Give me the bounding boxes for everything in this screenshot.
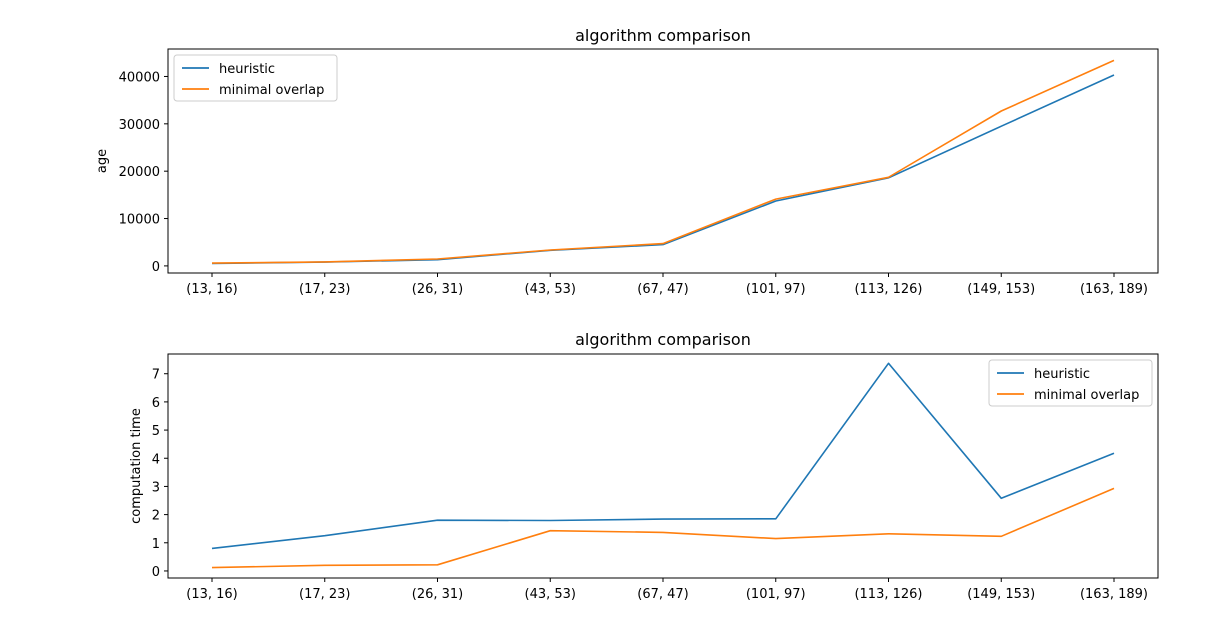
series-line-minimal-overlap <box>211 487 1115 569</box>
y-tick-label: 6 <box>152 396 160 411</box>
x-tick-label: (149, 153) <box>967 587 1035 602</box>
x-tick-label: (43, 53) <box>525 587 577 602</box>
y-tick-label: 3 <box>152 480 160 495</box>
x-tick-label: (163, 189) <box>1080 587 1148 602</box>
x-tick-label: (67, 47) <box>637 587 689 602</box>
axes-frame <box>167 48 1159 274</box>
x-tick-label: (17, 23) <box>299 587 351 602</box>
y-axis-label: computation time <box>129 408 144 524</box>
x-tick-label: (43, 53) <box>525 282 577 297</box>
chart-title: algorithm comparison <box>575 26 751 45</box>
legend-label: heuristic <box>1034 367 1090 382</box>
legend-box <box>173 54 338 102</box>
axes-frame <box>167 353 1159 579</box>
y-axis-label: age <box>95 149 110 173</box>
legend-box <box>988 359 1153 407</box>
legend: heuristic minimal overlap <box>988 359 1153 407</box>
x-tick-label: (26, 31) <box>412 587 464 602</box>
x-tick-label: (163, 189) <box>1080 282 1148 297</box>
x-tick-label: (101, 97) <box>746 587 806 602</box>
y-tick-label: 0 <box>152 565 160 580</box>
x-tick-label: (13, 16) <box>186 587 238 602</box>
legend-label: heuristic <box>219 62 275 77</box>
x-tick-label: (17, 23) <box>299 282 351 297</box>
y-tick-label: 20000 <box>119 165 160 180</box>
y-tick-label: 10000 <box>119 213 160 228</box>
legend-label: minimal overlap <box>219 83 324 98</box>
x-tick-label: (113, 126) <box>854 282 922 297</box>
y-tick-label: 4 <box>152 452 160 467</box>
y-tick-label: 5 <box>152 424 160 439</box>
subplot-1: algorithm comparison age 0 10000 20000 30000 4… <box>95 26 1159 297</box>
legend-label: minimal overlap <box>1034 388 1139 403</box>
x-tick-label: (13, 16) <box>186 282 238 297</box>
x-tick-label: (26, 31) <box>412 282 464 297</box>
y-tick-label: 0 <box>152 260 160 275</box>
series-line-minimal-overlap <box>211 59 1115 264</box>
y-tick-label: 40000 <box>119 70 160 85</box>
y-tick-label: 2 <box>152 509 160 524</box>
legend: heuristic minimal overlap <box>173 54 338 102</box>
subplot-2: algorithm comparison computation time 0 1 2 3… <box>129 330 1159 602</box>
y-tick-label: 1 <box>152 537 160 552</box>
y-tick-label: 30000 <box>119 118 160 133</box>
chart-title: algorithm comparison <box>575 330 751 349</box>
series-line-heuristic <box>211 362 1115 550</box>
x-tick-label: (67, 47) <box>637 282 689 297</box>
x-tick-label: (113, 126) <box>854 587 922 602</box>
y-tick-label: 7 <box>152 368 160 383</box>
x-tick-label: (101, 97) <box>746 282 806 297</box>
x-tick-label: (149, 153) <box>967 282 1035 297</box>
